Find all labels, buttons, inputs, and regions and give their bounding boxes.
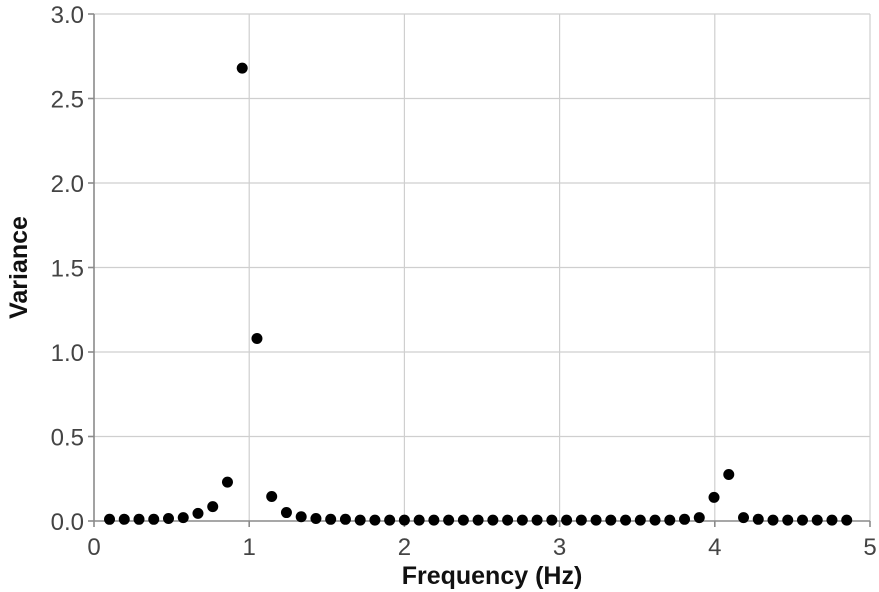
x-tick-label: 0 (87, 534, 100, 561)
data-point (634, 514, 646, 526)
data-point (310, 512, 322, 524)
x-axis-title: Frequency (Hz) (402, 562, 583, 590)
data-point (118, 513, 130, 525)
data-point (782, 514, 794, 526)
data-point (826, 514, 838, 526)
data-point (767, 514, 779, 526)
data-point (221, 476, 233, 488)
data-point (280, 507, 292, 519)
x-tick-label: 1 (243, 534, 256, 561)
data-point (708, 491, 720, 503)
data-point (841, 514, 853, 526)
data-point (251, 332, 263, 344)
data-point (575, 514, 587, 526)
data-point (384, 514, 396, 526)
data-point (104, 513, 116, 525)
data-point (325, 513, 337, 525)
data-point (796, 514, 808, 526)
tick-labels: 0.0 0.5 1.0 1.5 2.0 2.5 3.0 0 1 2 3 4 5 (51, 2, 877, 561)
data-point (516, 514, 528, 526)
data-point (428, 514, 440, 526)
data-point (443, 514, 455, 526)
data-point (295, 511, 307, 523)
data-point (457, 514, 469, 526)
data-point (693, 512, 705, 524)
data-point (266, 490, 278, 502)
data-point (487, 514, 499, 526)
data-point (354, 514, 366, 526)
y-tick-label: 3.0 (51, 2, 84, 29)
y-tick-label: 2.5 (51, 87, 84, 114)
data-point (502, 514, 514, 526)
data-point (531, 514, 543, 526)
x-tick-label: 4 (708, 534, 721, 561)
data-point (177, 512, 189, 524)
data-point (207, 501, 219, 513)
data-point (664, 514, 676, 526)
data-point (413, 514, 425, 526)
axes (88, 13, 871, 527)
data-point (546, 514, 558, 526)
y-axis-title: Variance (5, 216, 33, 319)
y-tick-label: 0.0 (51, 509, 84, 536)
data-point (605, 514, 617, 526)
data-point (133, 513, 145, 525)
data-point (148, 513, 160, 525)
data-point (339, 513, 351, 525)
data-point (472, 514, 484, 526)
x-tick-label: 2 (398, 534, 411, 561)
data-point (561, 514, 573, 526)
data-point (236, 62, 248, 74)
y-tick-label: 2.0 (51, 171, 84, 198)
data-point (369, 514, 381, 526)
data-point (192, 507, 204, 519)
data-point (162, 512, 174, 524)
y-tick-label: 1.5 (51, 256, 84, 283)
grid (94, 13, 871, 521)
data-point (679, 513, 691, 525)
data-point (620, 514, 632, 526)
data-point (811, 514, 823, 526)
x-tick-label: 3 (553, 534, 566, 561)
data-point (398, 514, 410, 526)
data-points (104, 62, 853, 526)
data-point (738, 512, 750, 524)
y-tick-label: 0.5 (51, 425, 84, 452)
y-tick-label: 1.0 (51, 340, 84, 367)
data-point (590, 514, 602, 526)
x-tick-label: 5 (863, 534, 876, 561)
data-point (723, 469, 735, 481)
data-point (649, 514, 661, 526)
data-point (752, 513, 764, 525)
